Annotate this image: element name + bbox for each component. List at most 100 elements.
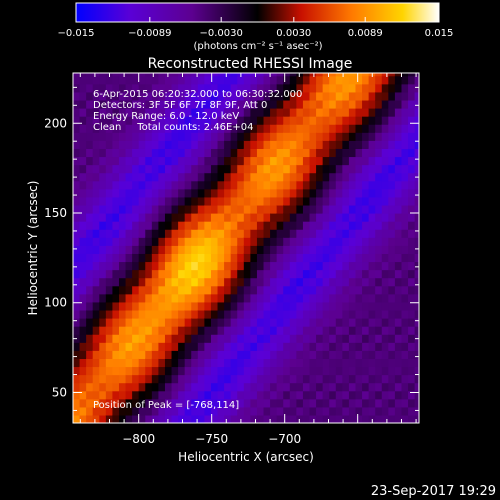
heatmap-cell [112, 318, 120, 327]
heatmap-cell [302, 83, 311, 93]
heatmap-cell [86, 91, 94, 101]
heatmap-cell [256, 350, 265, 359]
heatmap-cell [73, 261, 81, 271]
heatmap-cell [92, 172, 100, 182]
heatmap-cell [329, 99, 337, 109]
heatmap-cell [408, 221, 416, 230]
heatmap-cell [164, 293, 173, 303]
heatmap-cell [414, 83, 419, 93]
heatmap-cell [151, 229, 160, 238]
heatmap-cell [309, 156, 317, 166]
heatmap-cell [342, 342, 350, 351]
heatmap-cell [79, 221, 87, 230]
heatmap-cell [348, 99, 357, 109]
heatmap-cell [414, 285, 419, 295]
heatmap-cell [132, 213, 140, 222]
heatmap-cell [368, 350, 376, 359]
heatmap-cell [316, 196, 324, 206]
heatmap-cell [132, 75, 140, 85]
heatmap-cell [79, 269, 87, 279]
heatmap-cell [171, 132, 179, 141]
heatmap-cell [362, 196, 370, 206]
heatmap-cell [355, 326, 363, 335]
heatmap-cell [243, 390, 251, 400]
heatmap-cell [230, 309, 238, 319]
heatmap-cell [191, 140, 199, 149]
heatmap-cell [388, 350, 396, 359]
heatmap-cell [316, 204, 324, 214]
heatmap-cell [355, 73, 363, 77]
heatmap-cell [348, 229, 357, 238]
heatmap-cell [217, 188, 225, 198]
heatmap-cell [289, 245, 297, 254]
heatmap-cell [342, 414, 350, 423]
heatmap-cell [79, 261, 87, 271]
heatmap-cell [394, 269, 403, 279]
heatmap-cell [191, 406, 199, 416]
heatmap-cell [99, 221, 107, 230]
heatmap-cell [217, 398, 225, 408]
heatmap-cell [368, 342, 376, 351]
heatmap-cell [237, 350, 245, 359]
heatmap-cell [296, 326, 304, 335]
heatmap-cell [86, 366, 94, 376]
heatmap-cell [237, 261, 245, 271]
heatmap-cell [178, 390, 186, 400]
heatmap-cell [276, 350, 284, 359]
heatmap-cell [178, 261, 186, 271]
heatmap-cell [217, 334, 225, 343]
heatmap-cell [204, 334, 212, 343]
heatmap-cell [368, 229, 376, 238]
heatmap-cell [401, 140, 409, 149]
heatmap-cell [171, 301, 179, 311]
heatmap-cell [401, 156, 409, 166]
heatmap-cell [401, 358, 409, 368]
heatmap-cell [316, 390, 324, 400]
heatmap-cell [79, 140, 87, 149]
heatmap-cell [125, 350, 133, 359]
heatmap-cell [178, 73, 186, 77]
heatmap-cell [164, 213, 173, 222]
heatmap-cell [388, 334, 396, 343]
heatmap-cell [217, 140, 225, 149]
heatmap-cell [224, 277, 232, 287]
heatmap-cell [237, 180, 245, 190]
heatmap-cell [132, 366, 140, 376]
heatmap-cell [388, 406, 396, 416]
heatmap-cell [191, 172, 199, 182]
heatmap-cell [388, 309, 396, 319]
heatmap-cell [329, 293, 337, 303]
heatmap-cell [276, 285, 284, 295]
heatmap-cell [132, 406, 140, 416]
heatmap-cell [276, 91, 284, 101]
heatmap-cell [197, 309, 205, 319]
heatmap-cell [250, 132, 258, 141]
heatmap-cell [270, 350, 278, 359]
heatmap-cell [112, 366, 120, 376]
heatmap-cell [362, 156, 370, 166]
heatmap-cell [263, 108, 271, 117]
heatmap-cell [362, 350, 370, 359]
heatmap-cell [125, 253, 133, 263]
heatmap-cell [86, 334, 94, 343]
heatmap-cell [138, 140, 146, 149]
heatmap-cell [401, 204, 409, 214]
heatmap-cell [296, 277, 304, 287]
heatmap-cell [270, 309, 278, 319]
heatmap-cell [276, 366, 284, 376]
heatmap-cell [256, 301, 265, 311]
heatmap-cell [309, 204, 317, 214]
heatmap-cell [224, 213, 232, 222]
heatmap-cell [348, 213, 357, 222]
heatmap-cell [394, 398, 403, 408]
heatmap-cell [322, 213, 330, 222]
heatmap-cell [256, 99, 265, 109]
heatmap-cell [164, 374, 173, 384]
heatmap-cell [394, 237, 403, 246]
heatmap-cell [73, 350, 81, 359]
heatmap-cell [112, 301, 120, 311]
heatmap-cell [191, 398, 199, 408]
heatmap-cell [191, 318, 199, 327]
heatmap-cell [92, 277, 100, 287]
heatmap-cell [158, 83, 166, 93]
